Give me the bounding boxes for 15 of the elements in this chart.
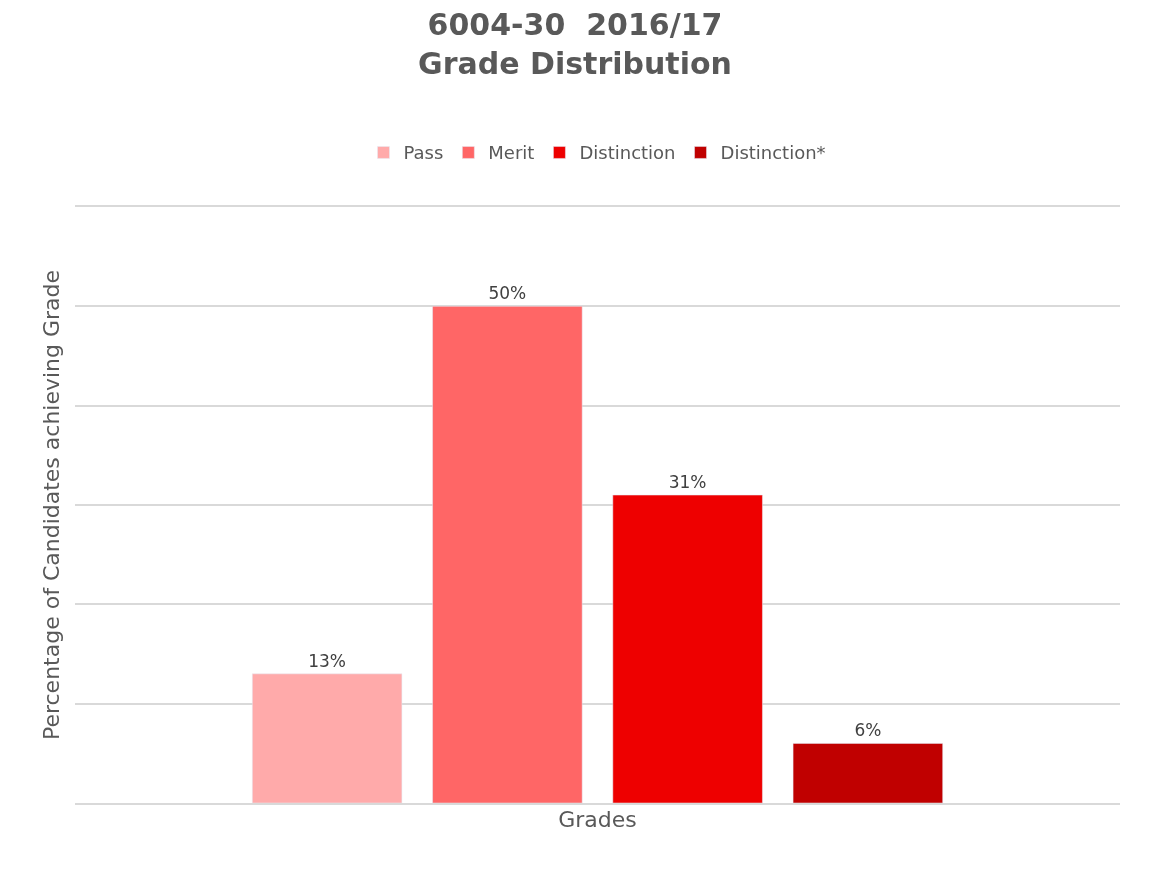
data-label: 31% (668, 472, 707, 493)
bar (792, 743, 943, 803)
x-axis-title: Grades (558, 807, 637, 833)
legend-label: Pass (403, 142, 444, 164)
y-axis-title: Percentage of Candidates achieving Grade (38, 269, 64, 741)
legend-label: Merit (488, 142, 535, 164)
legend-label: Distinction* (720, 142, 826, 164)
bar (252, 673, 403, 803)
bar (432, 306, 583, 803)
chart-title: 6004-30 2016/17 Grade Distribution (418, 6, 732, 81)
data-label: 6% (854, 720, 882, 741)
bar (612, 494, 763, 803)
data-label: 50% (488, 283, 527, 304)
legend-label: Distinction (579, 142, 676, 164)
data-label: 13% (308, 650, 347, 671)
